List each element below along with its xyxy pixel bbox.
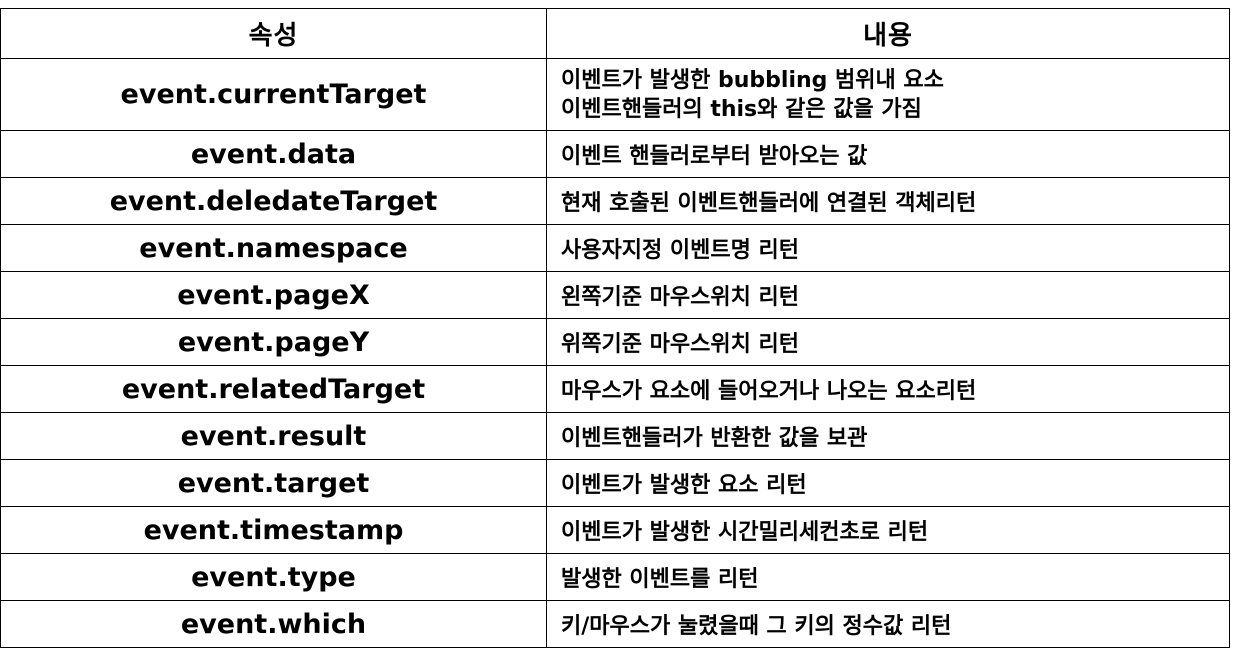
property-cell: event.data [0,130,547,178]
description-cell: 이벤트핸들러가 반환한 값을 보관 [546,412,1230,460]
property-cell: event.pageY [0,318,547,366]
property-cell: event.target [0,459,547,507]
description-cell: 이벤트가 발생한 시간밀리세컨초로 리턴 [546,506,1230,554]
header-property: 속성 [0,8,547,59]
description-cell: 이벤트가 발생한 bubbling 범위내 요소 이벤트핸들러의 this와 같… [546,58,1230,131]
description-cell: 이벤트가 발생한 요소 리턴 [546,459,1230,507]
table-row: event.currentTarget 이벤트가 발생한 bubbling 범위… [0,58,1230,131]
property-cell: event.deledateTarget [0,177,547,225]
property-cell: event.namespace [0,224,547,272]
table-row: event.type 발생한 이벤트를 리턴 [0,553,1230,601]
property-cell: event.timestamp [0,506,547,554]
description-cell: 왼쪽기준 마우스위치 리턴 [546,271,1230,319]
description-line: 이벤트가 발생한 bubbling 범위내 요소 [561,67,944,93]
description-cell: 이벤트 핸들러로부터 받아오는 값 [546,130,1230,178]
event-properties-table: 속성 내용 event.currentTarget 이벤트가 발생한 bubbl… [0,8,1230,648]
event-properties-sheet: 속성 내용 event.currentTarget 이벤트가 발생한 bubbl… [0,8,1230,648]
description-cell: 현재 호출된 이벤트핸들러에 연결된 객체리턴 [546,177,1230,225]
table-row: event.data 이벤트 핸들러로부터 받아오는 값 [0,130,1230,178]
description-line: 이벤트핸들러의 this와 같은 값을 가짐 [561,96,922,122]
table-row: event.timestamp 이벤트가 발생한 시간밀리세컨초로 리턴 [0,506,1230,554]
table-row: event.result 이벤트핸들러가 반환한 값을 보관 [0,412,1230,460]
property-cell: event.relatedTarget [0,365,547,413]
table-row: event.target 이벤트가 발생한 요소 리턴 [0,459,1230,507]
description-cell: 위쪽기준 마우스위치 리턴 [546,318,1230,366]
property-cell: event.result [0,412,547,460]
table-row: event.pageY 위쪽기준 마우스위치 리턴 [0,318,1230,366]
table-row: event.relatedTarget 마우스가 요소에 들어오거나 나오는 요… [0,365,1230,413]
description-cell: 발생한 이벤트를 리턴 [546,553,1230,601]
table-row: event.namespace 사용자지정 이벤트명 리턴 [0,224,1230,272]
table-row: event.pageX 왼쪽기준 마우스위치 리턴 [0,271,1230,319]
table-row: event.which 키/마우스가 눌렸을때 그 키의 정수값 리턴 [0,600,1230,648]
description-cell: 마우스가 요소에 들어오거나 나오는 요소리턴 [546,365,1230,413]
property-cell: event.pageX [0,271,547,319]
property-cell: event.type [0,553,547,601]
table-row: event.deledateTarget 현재 호출된 이벤트핸들러에 연결된 … [0,177,1230,225]
header-description: 내용 [546,8,1230,59]
description-cell: 키/마우스가 눌렸을때 그 키의 정수값 리턴 [546,600,1230,648]
property-cell: event.currentTarget [0,58,547,131]
property-cell: event.which [0,600,547,648]
table-header-row: 속성 내용 [0,8,1230,59]
description-cell: 사용자지정 이벤트명 리턴 [546,224,1230,272]
